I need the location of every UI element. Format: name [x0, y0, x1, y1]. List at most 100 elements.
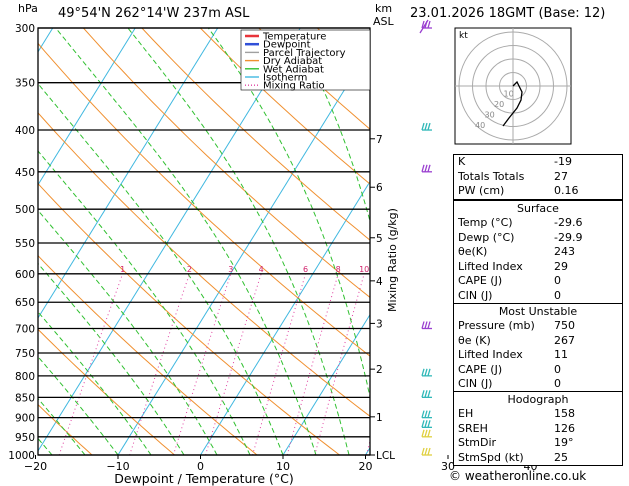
hodo-row: StmDir 19° — [458, 436, 574, 449]
pressure-tick-label: 650 — [15, 297, 35, 309]
isotherm-line — [38, 28, 301, 452]
km-tick-label: 4 — [376, 276, 383, 288]
mixing-ratio-tick-label: 6 — [303, 265, 308, 274]
isotherm-line — [282, 313, 370, 455]
km-tick-label: 2 — [376, 364, 383, 376]
mixing-ratio-line — [286, 273, 339, 455]
wind-barb-flag — [424, 420, 428, 428]
wet-adiabat-line — [38, 262, 185, 455]
x-axis-label: Dewpoint / Temperature (°C) — [114, 471, 293, 486]
km-tick-label: 3 — [376, 318, 383, 330]
pressure-tick-label: 800 — [15, 371, 35, 383]
x-tick-label: 30 — [441, 460, 455, 473]
mu-row: Pressure (mb) 750 — [458, 319, 575, 332]
dry-adiabat-line — [141, 28, 370, 241]
pressure-tick-label: 850 — [15, 392, 35, 404]
wind-barb-flag — [421, 321, 425, 329]
km-tick-label: LCL — [376, 450, 395, 462]
wind-barb-flag — [427, 164, 431, 172]
km-tick-label: 1 — [376, 412, 383, 424]
wind-barb-flag — [424, 164, 428, 172]
wind-barb-flag — [421, 447, 425, 456]
km-unit-label: km — [375, 2, 393, 15]
wind-barb-flag — [427, 321, 431, 329]
wind-barb-flag — [421, 368, 425, 377]
mixing-ratio-line — [314, 273, 365, 455]
wind-barb-flag — [424, 368, 428, 377]
mixing-ratio-tick-label: 3 — [228, 265, 233, 274]
wind-barb-flag — [424, 321, 428, 329]
wind-barb-flag — [427, 420, 431, 428]
isotherm-line — [200, 180, 370, 455]
credit-footer[interactable]: © weatheronline.co.uk — [449, 469, 587, 483]
legend-entry: Isotherm — [263, 73, 307, 84]
pressure-tick-label: 400 — [15, 125, 35, 137]
mixing-ratio-tick-label: 10 — [359, 265, 369, 274]
wind-barb-flag — [427, 410, 431, 418]
pressure-tick-label: 600 — [15, 269, 35, 281]
dry-adiabat-line — [38, 42, 370, 357]
wind-barb-flag — [421, 122, 425, 131]
mixing-ratio-line — [58, 273, 124, 455]
surface-row: θe(K) 243 — [458, 245, 575, 258]
index-row-totals: Totals Totals 27 — [458, 169, 568, 183]
wet-adiabat-line — [55, 28, 317, 455]
wind-barb-flag — [424, 447, 428, 456]
wind-barb-flag — [421, 410, 425, 418]
wind-barb-flag — [424, 122, 428, 131]
legend-entry: Dry Adiabat — [263, 56, 322, 67]
surface-row: CIN (J) 0 — [458, 288, 561, 302]
km-tick-label: 7 — [376, 134, 383, 146]
pressure-tick-label: 950 — [15, 432, 35, 444]
index-row-pw: PW (cm) 0.16 — [458, 184, 579, 197]
wet-adiabat-line — [38, 397, 86, 455]
wind-barb-flag — [424, 390, 428, 398]
hpa-unit-label: hPa — [18, 2, 38, 15]
most-unstable-table: Most Unstable Pressure (mb) 750 θe (K) 267… — [453, 303, 623, 393]
wind-barb-flag — [427, 122, 431, 131]
dry-adiabat-line — [38, 328, 175, 455]
surface-table: Surface Temp (°C) -29.6 Dewp (°C) -29.9 θe… — [453, 200, 623, 304]
indices-table: K -19 Totals Totals 27 PW (cm) 0.16 — [453, 154, 623, 200]
dry-adiabat-line — [0, 28, 10, 455]
hodograph-trace — [502, 80, 523, 127]
wind-barb-flag — [427, 390, 431, 398]
datetime-label: 23.01.2026 18GMT (Base: 12) — [410, 6, 606, 21]
surface-title: Surface — [517, 202, 559, 215]
mixing-ratio-tick-label: 1 — [120, 265, 125, 274]
wind-barb-flag — [424, 410, 428, 418]
wind-barb-stem — [419, 19, 429, 34]
pressure-tick-label: 350 — [15, 78, 35, 90]
pressure-tick-label: 750 — [15, 348, 35, 360]
surface-row: CAPE (J) 0 — [458, 274, 561, 287]
index-row-k: K -19 — [458, 155, 572, 168]
dry-adiabat-line — [83, 28, 370, 299]
dry-adiabat-line — [38, 112, 370, 417]
km-tick-label: 5 — [376, 233, 383, 245]
hodo-row: SREH 126 — [458, 421, 575, 435]
x-tick-label: 10 — [276, 460, 290, 473]
mixing-ratio-tick-label: 8 — [336, 265, 341, 274]
pressure-tick-label: 450 — [15, 167, 35, 179]
asl-unit-label: ASL — [373, 15, 394, 28]
hodograph-ring-label: 30 — [485, 111, 495, 120]
dry-adiabat-line — [38, 403, 93, 455]
isotherm-line — [38, 28, 219, 319]
legend-entry: Wet Adiabat — [263, 64, 324, 75]
pressure-tick-label: 300 — [15, 23, 35, 35]
mixing-ratio-line — [172, 273, 232, 455]
wind-barb-flag — [421, 164, 425, 172]
x-tick-label: 20 — [359, 460, 373, 473]
hodo-row: EH 158 — [458, 407, 575, 420]
wind-barb-flag — [424, 429, 428, 437]
hodograph-unit: kt — [459, 31, 468, 41]
wind-barb-flag — [421, 429, 425, 437]
mu-row: CIN (J) 0 — [458, 377, 561, 390]
dry-adiabat-line — [38, 182, 340, 455]
mu-row: Lifted Index 11 — [458, 348, 568, 361]
mixing-ratio-line — [129, 273, 190, 455]
mixing-ratio-tick-label: 4 — [259, 265, 264, 274]
legend-entry: Dewpoint — [263, 40, 311, 51]
hodograph-title: Hodograph — [507, 393, 569, 406]
x-tick-label: −10 — [106, 460, 129, 473]
